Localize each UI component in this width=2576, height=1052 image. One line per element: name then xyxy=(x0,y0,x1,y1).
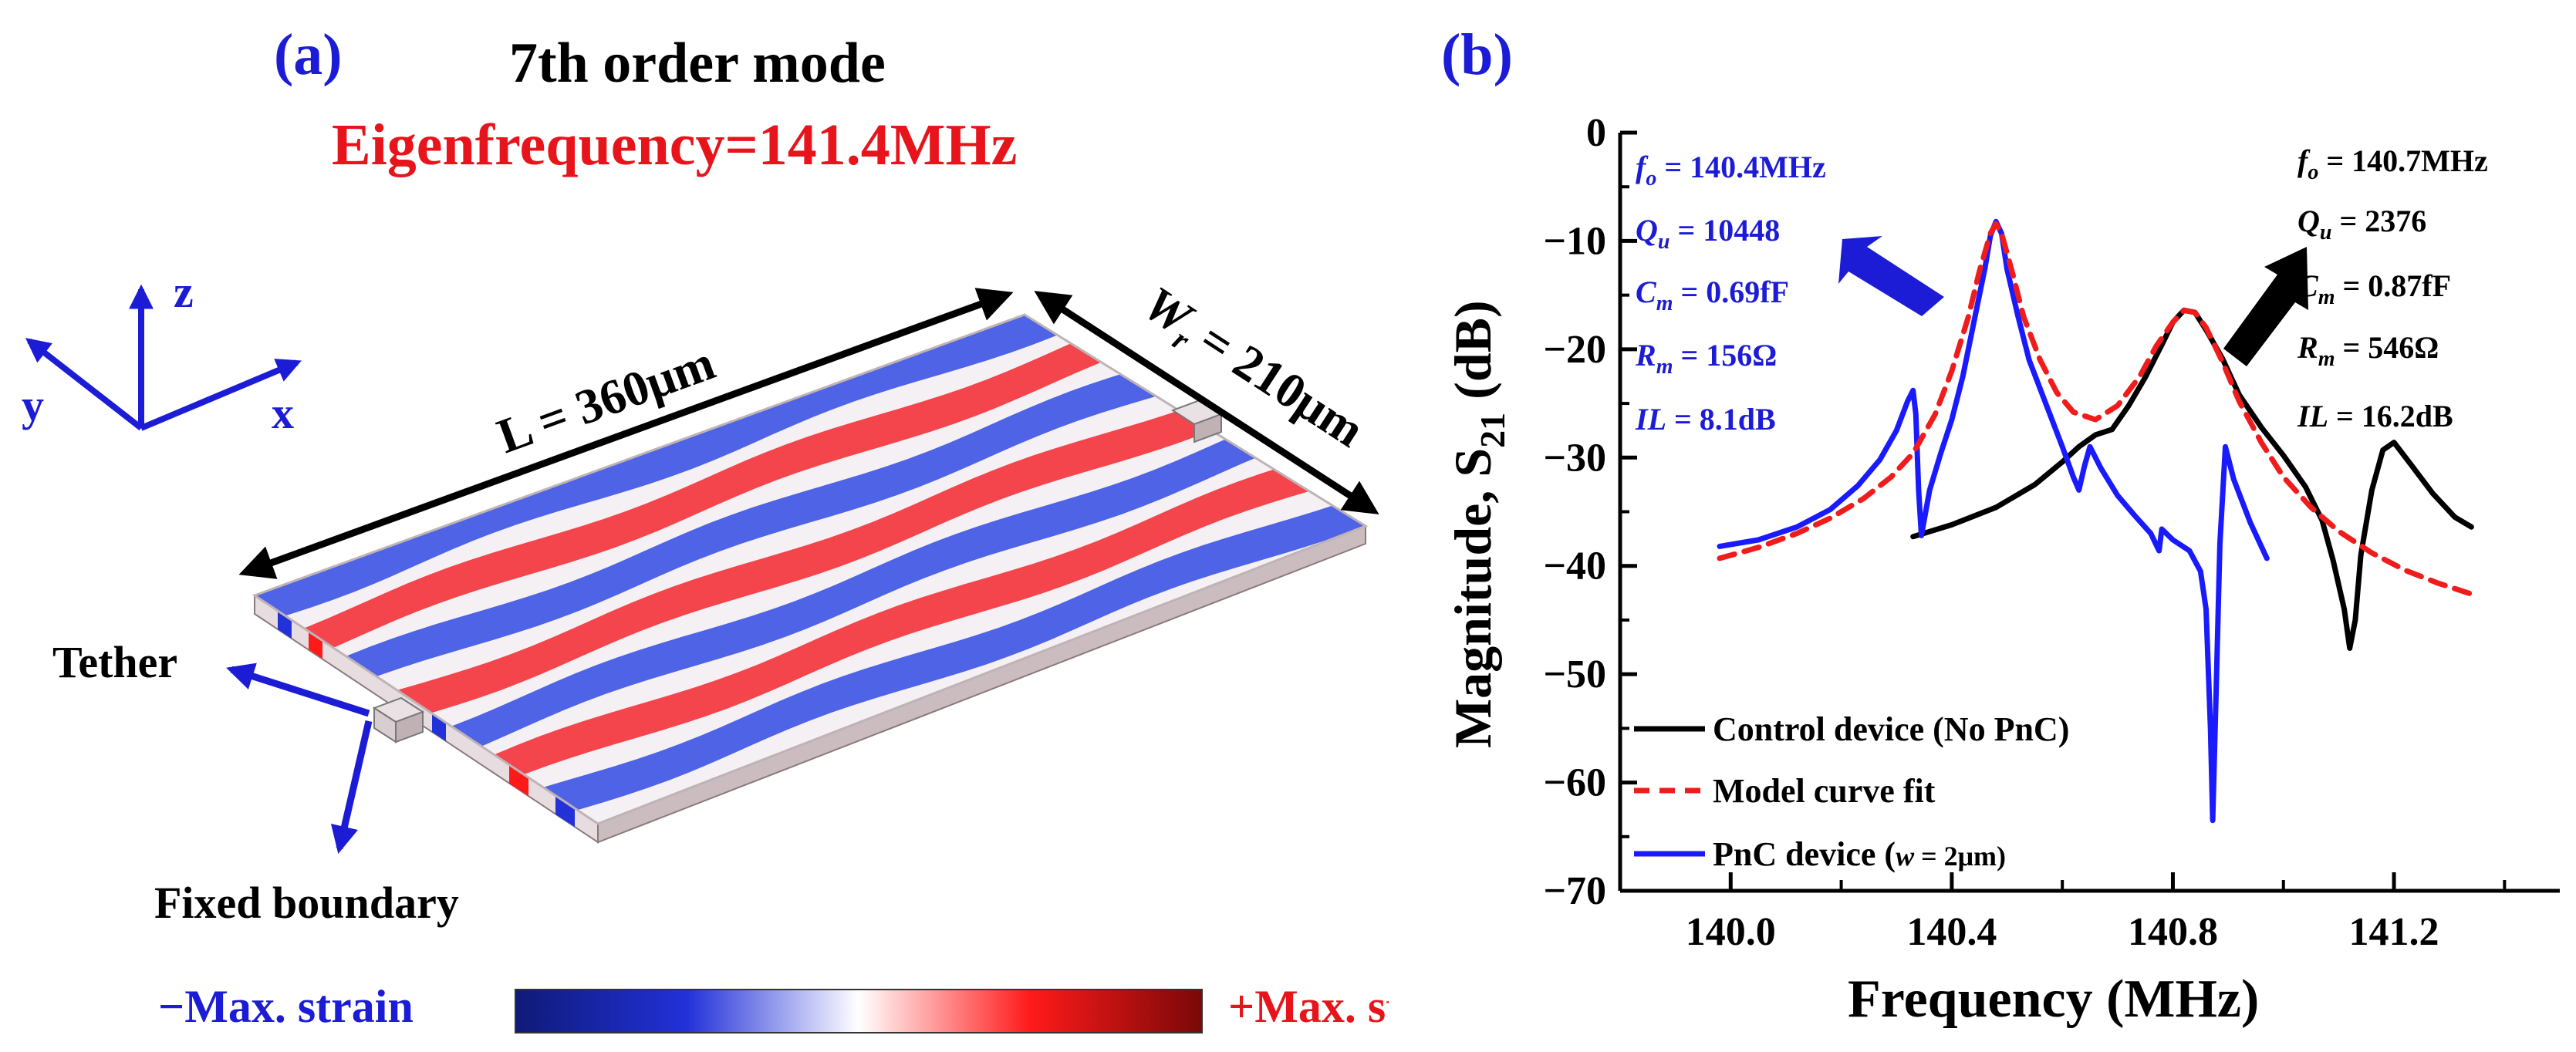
pnc-f-symbol: f xyxy=(1636,150,1649,184)
y-tick-label: −40 xyxy=(1543,545,1606,588)
x-tick-label: 141.2 xyxy=(2349,910,2439,954)
y-axis-label: y xyxy=(22,380,44,430)
x-tick-label: 140.4 xyxy=(1906,910,1997,954)
pnc-il-symbol: IL xyxy=(1635,402,1666,437)
width-dimension-arrow xyxy=(1034,291,1379,514)
series-line-model xyxy=(1717,221,2474,597)
control-pointer-arrow xyxy=(2223,247,2308,366)
x-tick-label: 140.8 xyxy=(2128,910,2218,954)
svg-text:Magnitude, S21 (dB): Magnitude, S21 (dB) xyxy=(1443,300,1512,748)
y-tick-label: −50 xyxy=(1543,652,1606,696)
svg-text:Cm = 0.69fF: Cm = 0.69fF xyxy=(1636,275,1789,315)
legend-pnc-label: PnC device ( xyxy=(1713,835,1896,873)
svg-text:IL = 16.2dB: IL = 16.2dB xyxy=(2297,399,2453,433)
y-tick-label: −70 xyxy=(1543,869,1606,913)
pnc-c-sub: m xyxy=(1656,292,1673,315)
control-q-symbol: Q xyxy=(2297,204,2320,238)
svg-text:Rm = 156Ω: Rm = 156Ω xyxy=(1635,338,1777,379)
tether-callout-arrow xyxy=(226,663,370,717)
chart-legend: Control device (No PnC) Model curve fit … xyxy=(1634,710,2069,873)
pnc-q-value: = 10448 xyxy=(1670,213,1780,248)
svg-text:PnC device (w = 2μm): PnC device (w = 2μm) xyxy=(1713,835,2006,873)
y-tick-label: −10 xyxy=(1543,219,1606,263)
fixed-boundary-label: Fixed boundary xyxy=(154,878,459,928)
pnc-pointer-arrow xyxy=(1838,236,1944,316)
x-tick-label: 140.0 xyxy=(1686,910,1776,954)
strain-band xyxy=(458,460,1338,790)
control-il-symbol: IL xyxy=(2297,399,2328,433)
svg-text:Qu = 2376: Qu = 2376 xyxy=(2297,204,2426,244)
control-il-value: = 16.2dB xyxy=(2328,399,2453,433)
pnc-parameters: fo = 140.4MHz Qu = 10448 Cm = 0.69fF Rm … xyxy=(1635,150,1826,437)
control-c-sub: m xyxy=(2318,285,2335,309)
mode-title: 7th order mode xyxy=(509,32,886,95)
legend-control-label: Control device (No PnC) xyxy=(1713,710,2069,748)
front-face-strain xyxy=(278,611,575,827)
y-tick-label: −20 xyxy=(1543,328,1606,372)
panel-a-label: (a) xyxy=(274,22,343,87)
tether-label: Tether xyxy=(52,637,177,687)
y-tick-label: 0 xyxy=(1586,111,1606,155)
control-q-sub: u xyxy=(2320,221,2332,244)
control-r-symbol: R xyxy=(2297,330,2318,365)
pnc-q-sub: u xyxy=(1658,230,1670,254)
pnc-r-sub: m xyxy=(1656,355,1673,379)
pnc-c-value: = 0.69fF xyxy=(1673,275,1789,309)
pnc-q-symbol: Q xyxy=(1636,213,1658,248)
strain-band xyxy=(503,497,1366,823)
panel-b-label: (b) xyxy=(1441,22,1513,87)
fem-mode-shape-figure: z y x L = 360μm W r = 210μm Tether Fixed… xyxy=(22,267,1389,1033)
y-axis-title-main: Magnitude, S xyxy=(1443,448,1502,748)
legend-pnc-w: w xyxy=(1896,841,1915,872)
svg-text:Rm = 546Ω: Rm = 546Ω xyxy=(2297,330,2439,371)
tether-left xyxy=(372,696,425,743)
series-line-pnc xyxy=(1717,218,2270,824)
control-f-value: = 140.7MHz xyxy=(2318,143,2487,178)
svg-text:Cm = 0.87fF: Cm = 0.87fF xyxy=(2297,268,2451,309)
control-r-value: = 546Ω xyxy=(2335,330,2439,365)
pnc-r-value: = 156Ω xyxy=(1673,338,1777,373)
colorbar-max-label: +Max. strain xyxy=(1228,981,1389,1032)
colorbar-min-label: −Max. strain xyxy=(158,981,414,1032)
legend-model-label: Model curve fit xyxy=(1713,772,1936,810)
pnc-f-value: = 140.4MHz xyxy=(1656,150,1825,184)
control-q-value: = 2376 xyxy=(2331,204,2426,238)
control-r-sub: m xyxy=(2318,347,2335,371)
svg-text:fo = 140.7MHz: fo = 140.7MHz xyxy=(2297,143,2488,184)
boundary-callout-arrow xyxy=(330,720,373,855)
pnc-il-value: = 8.1dB xyxy=(1666,402,1776,437)
control-f-sub: o xyxy=(2308,160,2318,184)
control-c-value: = 0.87fF xyxy=(2335,268,2451,303)
strain-colorbar xyxy=(515,989,1203,1033)
z-axis-label: z xyxy=(174,267,194,317)
pnc-f-sub: o xyxy=(1646,167,1656,191)
length-dimension-arrow xyxy=(238,288,1014,579)
legend-pnc-rest: = 2μm) xyxy=(1914,841,2006,872)
eigenfrequency-label: Eigenfrequency=141.4MHz xyxy=(332,113,1018,177)
control-f-symbol: f xyxy=(2297,143,2311,178)
svg-text:fo = 140.4MHz: fo = 140.4MHz xyxy=(1636,150,1826,191)
pnc-r-symbol: R xyxy=(1635,338,1656,373)
pnc-c-symbol: C xyxy=(1636,275,1657,309)
y-axis-title-unit: (dB) xyxy=(1443,300,1502,412)
y-tick-label: −60 xyxy=(1543,761,1606,805)
y-axis-title-sub: 21 xyxy=(1473,413,1512,448)
svg-text:IL = 8.1dB: IL = 8.1dB xyxy=(1635,402,1776,437)
x-axis-title: Frequency (MHz) xyxy=(1848,969,2259,1029)
y-tick-label: −30 xyxy=(1543,436,1606,480)
y-axis-title: Magnitude, S21 (dB) xyxy=(1443,300,1512,748)
control-parameters: fo = 140.7MHz Qu = 2376 Cm = 0.87fF Rm =… xyxy=(2297,143,2488,433)
svg-text:Qu = 10448: Qu = 10448 xyxy=(1636,213,1780,254)
